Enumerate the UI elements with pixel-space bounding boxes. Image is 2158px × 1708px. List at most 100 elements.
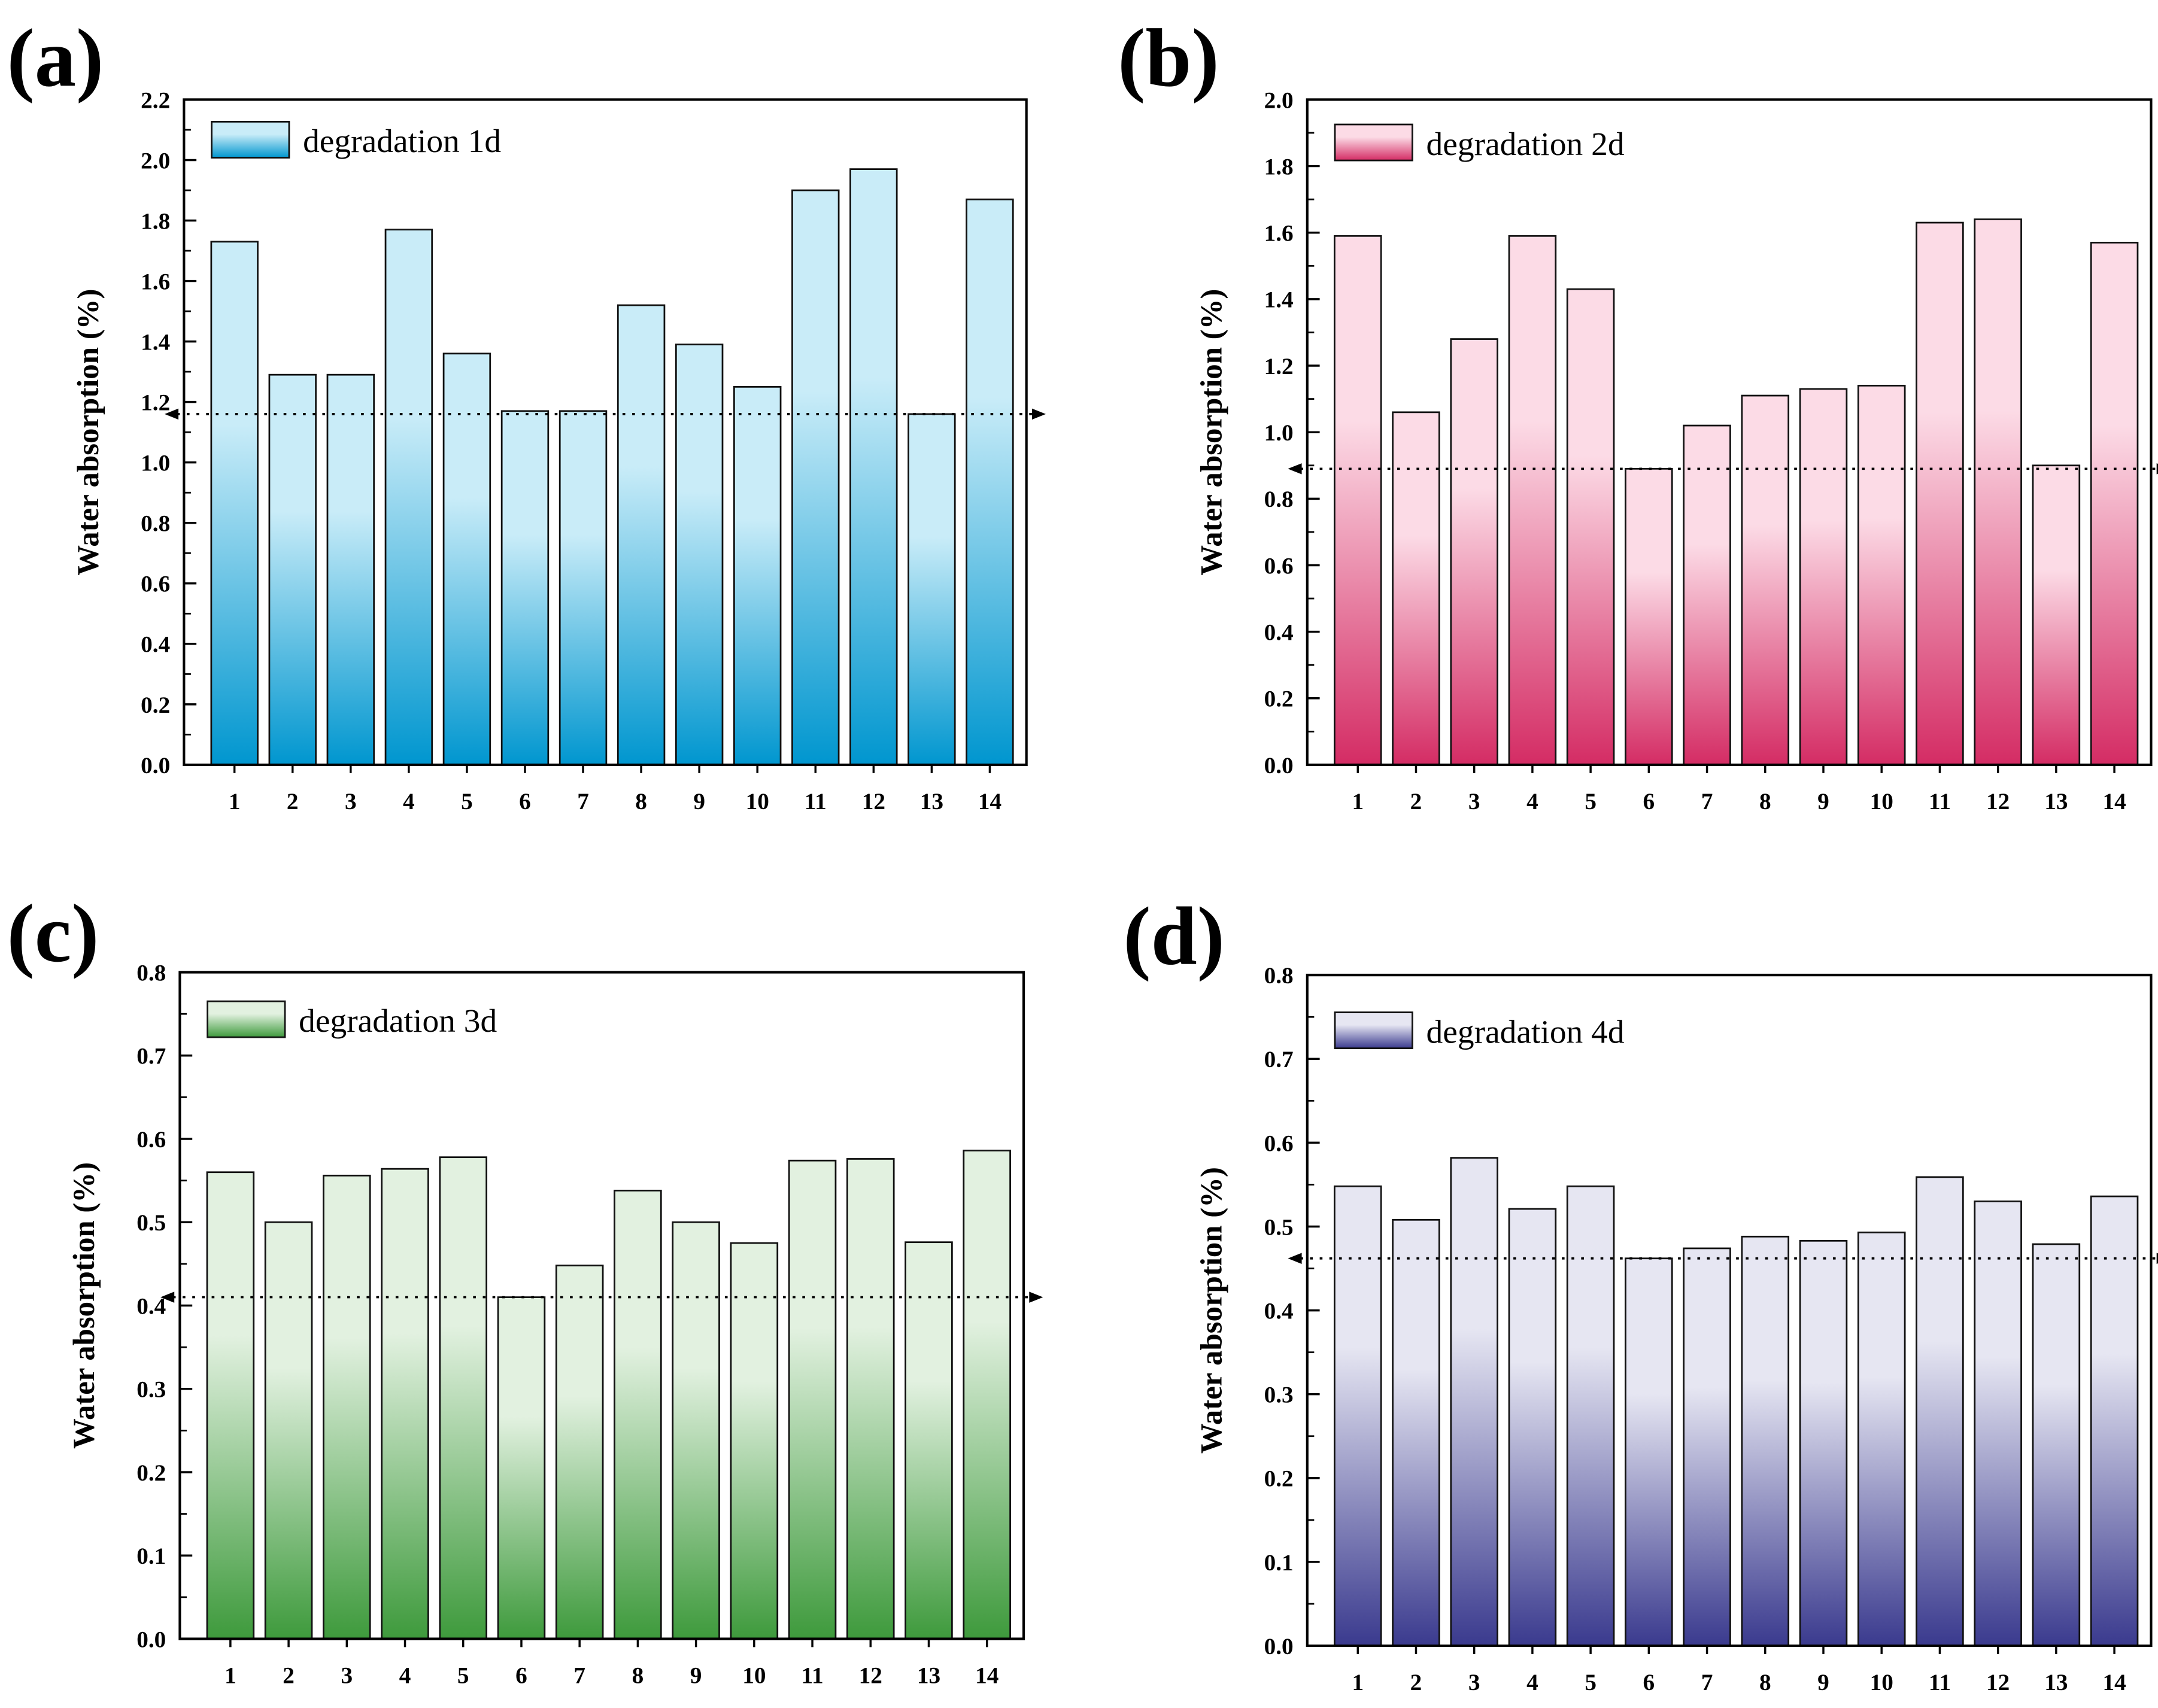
x-tick-label: 5 [1585, 789, 1597, 815]
bar [846, 1158, 895, 1640]
plot-frame [183, 98, 1028, 767]
y-tick-label: 0.4 [1264, 1298, 1294, 1324]
y-tick-label: 0.2 [141, 692, 170, 718]
x-tick-label: 4 [1526, 1670, 1538, 1695]
bar [384, 229, 433, 766]
bar [268, 373, 317, 766]
x-tick-label: 13 [2044, 1670, 2068, 1695]
bar [1857, 1231, 1906, 1647]
plot-frame [178, 971, 1025, 1640]
x-tick-label: 7 [573, 1663, 585, 1688]
y-tick-label: 0.6 [1264, 1130, 1294, 1156]
x-tick-label: 7 [1701, 1670, 1713, 1695]
x-tick-label: 3 [341, 1663, 353, 1688]
right-arrow-icon [1029, 1291, 1043, 1303]
x-tick-label: 7 [577, 789, 589, 815]
bar [849, 168, 898, 766]
x-tick-label: 7 [1701, 789, 1713, 815]
x-tick-label: 12 [859, 1663, 882, 1688]
bar [2090, 242, 2139, 766]
bar [1916, 1176, 1964, 1647]
x-tick-label: 10 [1870, 789, 1893, 815]
bar [733, 386, 782, 766]
y-tick-label: 0.4 [141, 632, 170, 658]
y-tick-label: 0.0 [1264, 1634, 1294, 1660]
x-tick-label: 10 [1870, 1670, 1893, 1695]
bar [614, 1189, 662, 1640]
y-axis-label: Water absorption (%) [67, 1162, 101, 1449]
x-tick-label: 13 [920, 789, 943, 815]
bar [2090, 1195, 2139, 1647]
bar [963, 1150, 1011, 1640]
y-tick-label: 2.0 [1264, 87, 1294, 113]
bar [966, 198, 1014, 766]
y-axis-label: Water absorption (%) [1195, 289, 1228, 576]
bar [442, 352, 491, 766]
bar [1741, 394, 1790, 766]
y-tick-label: 0.6 [141, 572, 170, 597]
x-tick-label: 8 [1759, 789, 1771, 815]
bar [559, 410, 608, 766]
x-tick-label: 10 [742, 1663, 766, 1688]
x-tick-label: 10 [746, 789, 769, 815]
bar [672, 1221, 720, 1640]
y-tick-label: 1.6 [1264, 221, 1294, 247]
x-tick-label: 14 [975, 1663, 998, 1688]
left-arrow-icon [1288, 463, 1302, 475]
x-tick-label: 3 [1468, 789, 1480, 815]
y-tick-label: 0.6 [1264, 553, 1294, 579]
legend-label: degradation 3d [299, 1002, 497, 1039]
x-tick-label: 6 [1643, 789, 1655, 815]
y-tick-label: 0.0 [1264, 753, 1294, 779]
bar [1799, 1239, 1848, 1647]
bar [1450, 1157, 1498, 1647]
bar [1392, 1218, 1440, 1647]
bar [264, 1221, 313, 1640]
right-arrow-icon [1031, 408, 1046, 420]
bar [1566, 1185, 1615, 1647]
y-tick-label: 2.0 [141, 148, 170, 174]
y-tick-label: 0.8 [141, 511, 170, 537]
y-tick-label: 0.2 [1264, 1466, 1294, 1492]
x-tick-label: 12 [862, 789, 885, 815]
chart-panel-b: (b)1 2 3 4 5 6 7 8 9 10 11 12 13 140.00.20.40.60.81.0… [1118, 11, 2158, 815]
bar [1508, 1208, 1557, 1647]
bar [1566, 288, 1615, 766]
bar [210, 241, 259, 766]
bar [1741, 1235, 1790, 1647]
legend-swatch [211, 120, 290, 159]
plot-frame [1306, 98, 2153, 767]
right-arrow-icon [2156, 463, 2158, 475]
y-tick-label: 0.4 [1264, 620, 1294, 646]
bar [1333, 235, 1382, 766]
bar [2032, 464, 2081, 766]
y-tick-label: 0.0 [141, 753, 170, 779]
panel-label: (a) [7, 11, 104, 104]
y-axis-label: Water absorption (%) [1195, 1167, 1228, 1454]
left-arrow-icon [164, 408, 179, 420]
y-tick-label: 0.1 [1264, 1550, 1294, 1576]
y-tick-label: 0.3 [136, 1377, 166, 1403]
bar [439, 1156, 488, 1640]
y-axis-label: Water absorption (%) [71, 289, 105, 576]
y-tick-label: 1.8 [1264, 154, 1294, 180]
x-tick-label: 4 [1526, 789, 1538, 815]
bar [1974, 218, 2022, 766]
chart-panel-d: (d)1 2 3 4 5 6 7 8 9 10 11 12 13 140.00.10.20.30.40.5… [1123, 890, 2158, 1695]
bar [730, 1242, 779, 1640]
x-tick-label: 4 [403, 789, 415, 815]
left-arrow-icon [160, 1291, 175, 1303]
x-tick-label: 4 [399, 1663, 411, 1688]
x-tick-label: 13 [2044, 789, 2068, 815]
x-tick-label: 1 [1352, 789, 1364, 815]
y-tick-label: 0.8 [136, 960, 166, 986]
y-tick-label: 0.8 [1264, 963, 1294, 989]
x-tick-label: 5 [461, 789, 473, 815]
x-tick-label: 5 [457, 1663, 469, 1688]
chart-panel-c: (c)1 2 3 4 5 6 7 8 9 10 11 12 13 140.00.10.20.30.40.5… [7, 887, 1043, 1688]
y-tick-label: 0.2 [136, 1460, 166, 1486]
legend-label: degradation 2d [1426, 126, 1625, 162]
x-tick-label: 9 [690, 1663, 702, 1688]
y-tick-label: 0.8 [1264, 487, 1294, 512]
